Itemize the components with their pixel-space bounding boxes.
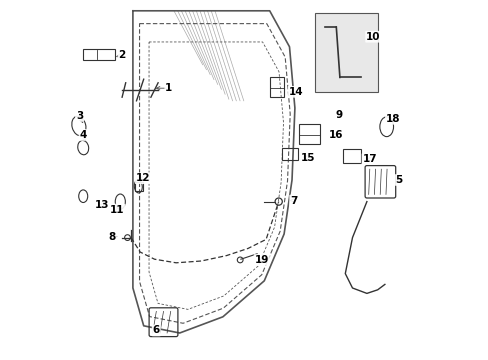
Text: 7: 7 <box>289 195 297 206</box>
Text: 18: 18 <box>385 114 400 124</box>
Bar <box>343 149 361 163</box>
Text: 1: 1 <box>165 83 172 93</box>
Text: 14: 14 <box>288 87 303 97</box>
Text: 5: 5 <box>395 175 402 185</box>
Text: 17: 17 <box>362 154 376 164</box>
Text: 15: 15 <box>300 153 315 163</box>
Bar <box>314 13 377 92</box>
Text: 11: 11 <box>110 204 124 215</box>
Text: 10: 10 <box>366 32 380 42</box>
Bar <box>298 124 320 144</box>
Text: 4: 4 <box>80 130 87 140</box>
Bar <box>269 77 284 97</box>
Text: 8: 8 <box>108 231 116 242</box>
Bar <box>82 49 115 60</box>
Text: 12: 12 <box>136 173 150 183</box>
Text: 2: 2 <box>118 50 125 60</box>
Bar <box>282 148 298 160</box>
Text: 6: 6 <box>152 325 160 336</box>
Text: 19: 19 <box>254 255 268 265</box>
Bar <box>135 182 142 191</box>
Text: 16: 16 <box>328 130 343 140</box>
Text: 9: 9 <box>335 110 342 120</box>
Text: 13: 13 <box>95 200 109 210</box>
Text: 3: 3 <box>76 111 83 121</box>
